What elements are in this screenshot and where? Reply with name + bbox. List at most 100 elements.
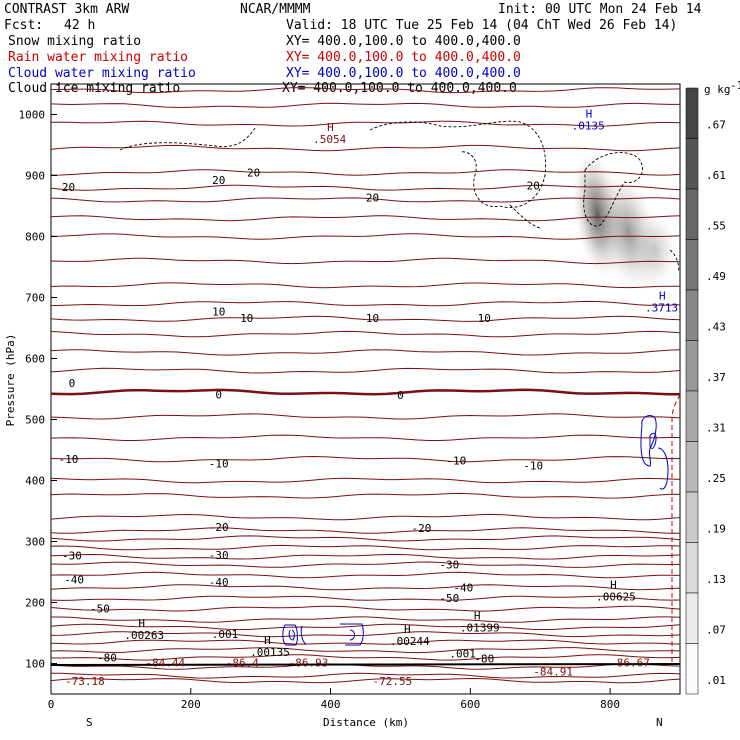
temperature-label: 10: [366, 312, 379, 325]
colorbar-segment: [685, 138, 699, 190]
colorbar-segment: [685, 390, 699, 442]
axes: 0 200 400 600 800100200300400500600700800900…: [19, 109, 621, 712]
colorbar-segment: [685, 289, 699, 341]
x-label-north: N: [656, 716, 663, 729]
isotherm-line: [51, 233, 680, 240]
x-label-south: S: [86, 716, 93, 729]
y-tick-label: 100: [25, 658, 45, 671]
y-tick-label: 900: [25, 170, 45, 183]
plot-frame: [50, 83, 681, 695]
isotherm-line: [51, 300, 680, 307]
valid-time: Valid: 18 UTC Tue 25 Feb 14 (04 ChT Wed …: [286, 18, 677, 33]
isotherm-line: [51, 631, 680, 638]
isotherm-line: [51, 477, 680, 484]
isotherm-line: [51, 257, 680, 265]
isotherm-line: [51, 647, 680, 654]
isotherm-line: [51, 315, 680, 322]
temperature-label: -40: [209, 576, 229, 589]
high-value-label: .00263: [124, 629, 164, 642]
y-tick-label: 200: [25, 597, 45, 610]
extremum-label: -73.18: [65, 675, 105, 688]
temperature-label: -30: [209, 549, 229, 562]
high-value-label: .00135: [250, 646, 290, 659]
y-tick-label: 300: [25, 536, 45, 549]
isotherm-line: [51, 215, 680, 222]
colorbar-label: .67: [706, 118, 726, 131]
temperature-label: 10: [240, 312, 253, 325]
high-value-label: .5054: [313, 133, 346, 146]
high-marker: H: [659, 289, 666, 302]
colorbar-segment: [685, 491, 699, 543]
y-tick-label: 400: [25, 475, 45, 488]
isotherm-line: [51, 677, 680, 684]
high-marker: H: [138, 617, 145, 630]
colorbar-label: .19: [706, 522, 726, 535]
fcst-value: 42 h: [64, 18, 95, 33]
temperature-label: -80: [474, 653, 494, 666]
field-rain-name: Rain water mixing ratio: [8, 50, 188, 65]
temperature-label: 20: [366, 191, 379, 204]
isotherm-line: [51, 535, 680, 542]
colorbar-segment: [685, 87, 699, 139]
isotherm-line: [51, 527, 680, 534]
x-tick-label: 800: [600, 698, 620, 711]
isotherm-line: [51, 413, 680, 420]
colorbar-segment: [685, 188, 699, 240]
ground-line: [50, 663, 681, 666]
x-tick-label: 0: [48, 698, 55, 711]
high-value-label: .0135: [572, 120, 605, 133]
temperature-label: 0: [69, 377, 76, 390]
fcst-label: Fcst:: [4, 18, 43, 33]
colorbar-unit-exp: -1: [730, 79, 740, 92]
temperature-label: -10: [59, 453, 79, 466]
field-snow-name: Snow mixing ratio: [8, 34, 141, 49]
y-tick-label: 600: [25, 353, 45, 366]
high-marker: H: [327, 121, 334, 134]
x-tick-label: 200: [181, 698, 201, 711]
isotherm-line: [51, 616, 680, 623]
rain-contour: [671, 394, 681, 662]
extremum-label: -86.4: [226, 656, 259, 669]
isotherm-line: [51, 605, 680, 612]
temperature-label: -40: [453, 581, 473, 594]
temperature-label: 0: [215, 388, 222, 401]
colorbar-label: .61: [706, 169, 726, 182]
colorbar-segment: [685, 592, 699, 644]
high-value-label: .3713: [645, 301, 678, 314]
extremum-label: -72.55: [372, 675, 412, 688]
colorbar-segment: [685, 340, 699, 392]
extremum-label: -86.67: [610, 656, 650, 669]
temperature-label: 20: [212, 174, 225, 187]
isotherm-line: [51, 544, 680, 551]
isotherm-line: [51, 492, 680, 499]
isotherm-line: [51, 282, 680, 289]
isotherm-line: [51, 330, 680, 338]
isotherm-line: [51, 169, 680, 176]
temperature-label: -20: [411, 522, 431, 535]
colorbar-label: .43: [706, 320, 726, 333]
temperature-label: -50: [439, 592, 459, 605]
temperature-contours: [51, 87, 680, 684]
isotherm-line: [51, 455, 680, 463]
temperature-label: 20: [247, 166, 260, 179]
isotherm-line: [51, 654, 680, 661]
temperature-label: 20: [527, 179, 540, 192]
field-cloudwater-name: Cloud water mixing ratio: [8, 66, 196, 81]
high-marker: H: [404, 623, 411, 636]
y-tick-label: 1000: [19, 109, 46, 122]
cloud-water-contours: [282, 415, 669, 646]
temperature-label: 20: [62, 181, 75, 194]
isotherm-line: [51, 571, 680, 579]
temperature-label: -20: [209, 521, 229, 534]
x-axis-label: Distance (km): [323, 716, 409, 729]
colorbar-label: .37: [706, 371, 726, 384]
colorbar-label: .55: [706, 219, 726, 232]
isotherm-line: [51, 639, 680, 645]
temperature-label: -80: [97, 651, 117, 664]
isotherm-line: [51, 102, 680, 108]
isotherm-line: [51, 349, 680, 356]
isotherm-line: [51, 120, 680, 127]
y-tick-label: 800: [25, 231, 45, 244]
high-marker: H: [586, 108, 593, 121]
